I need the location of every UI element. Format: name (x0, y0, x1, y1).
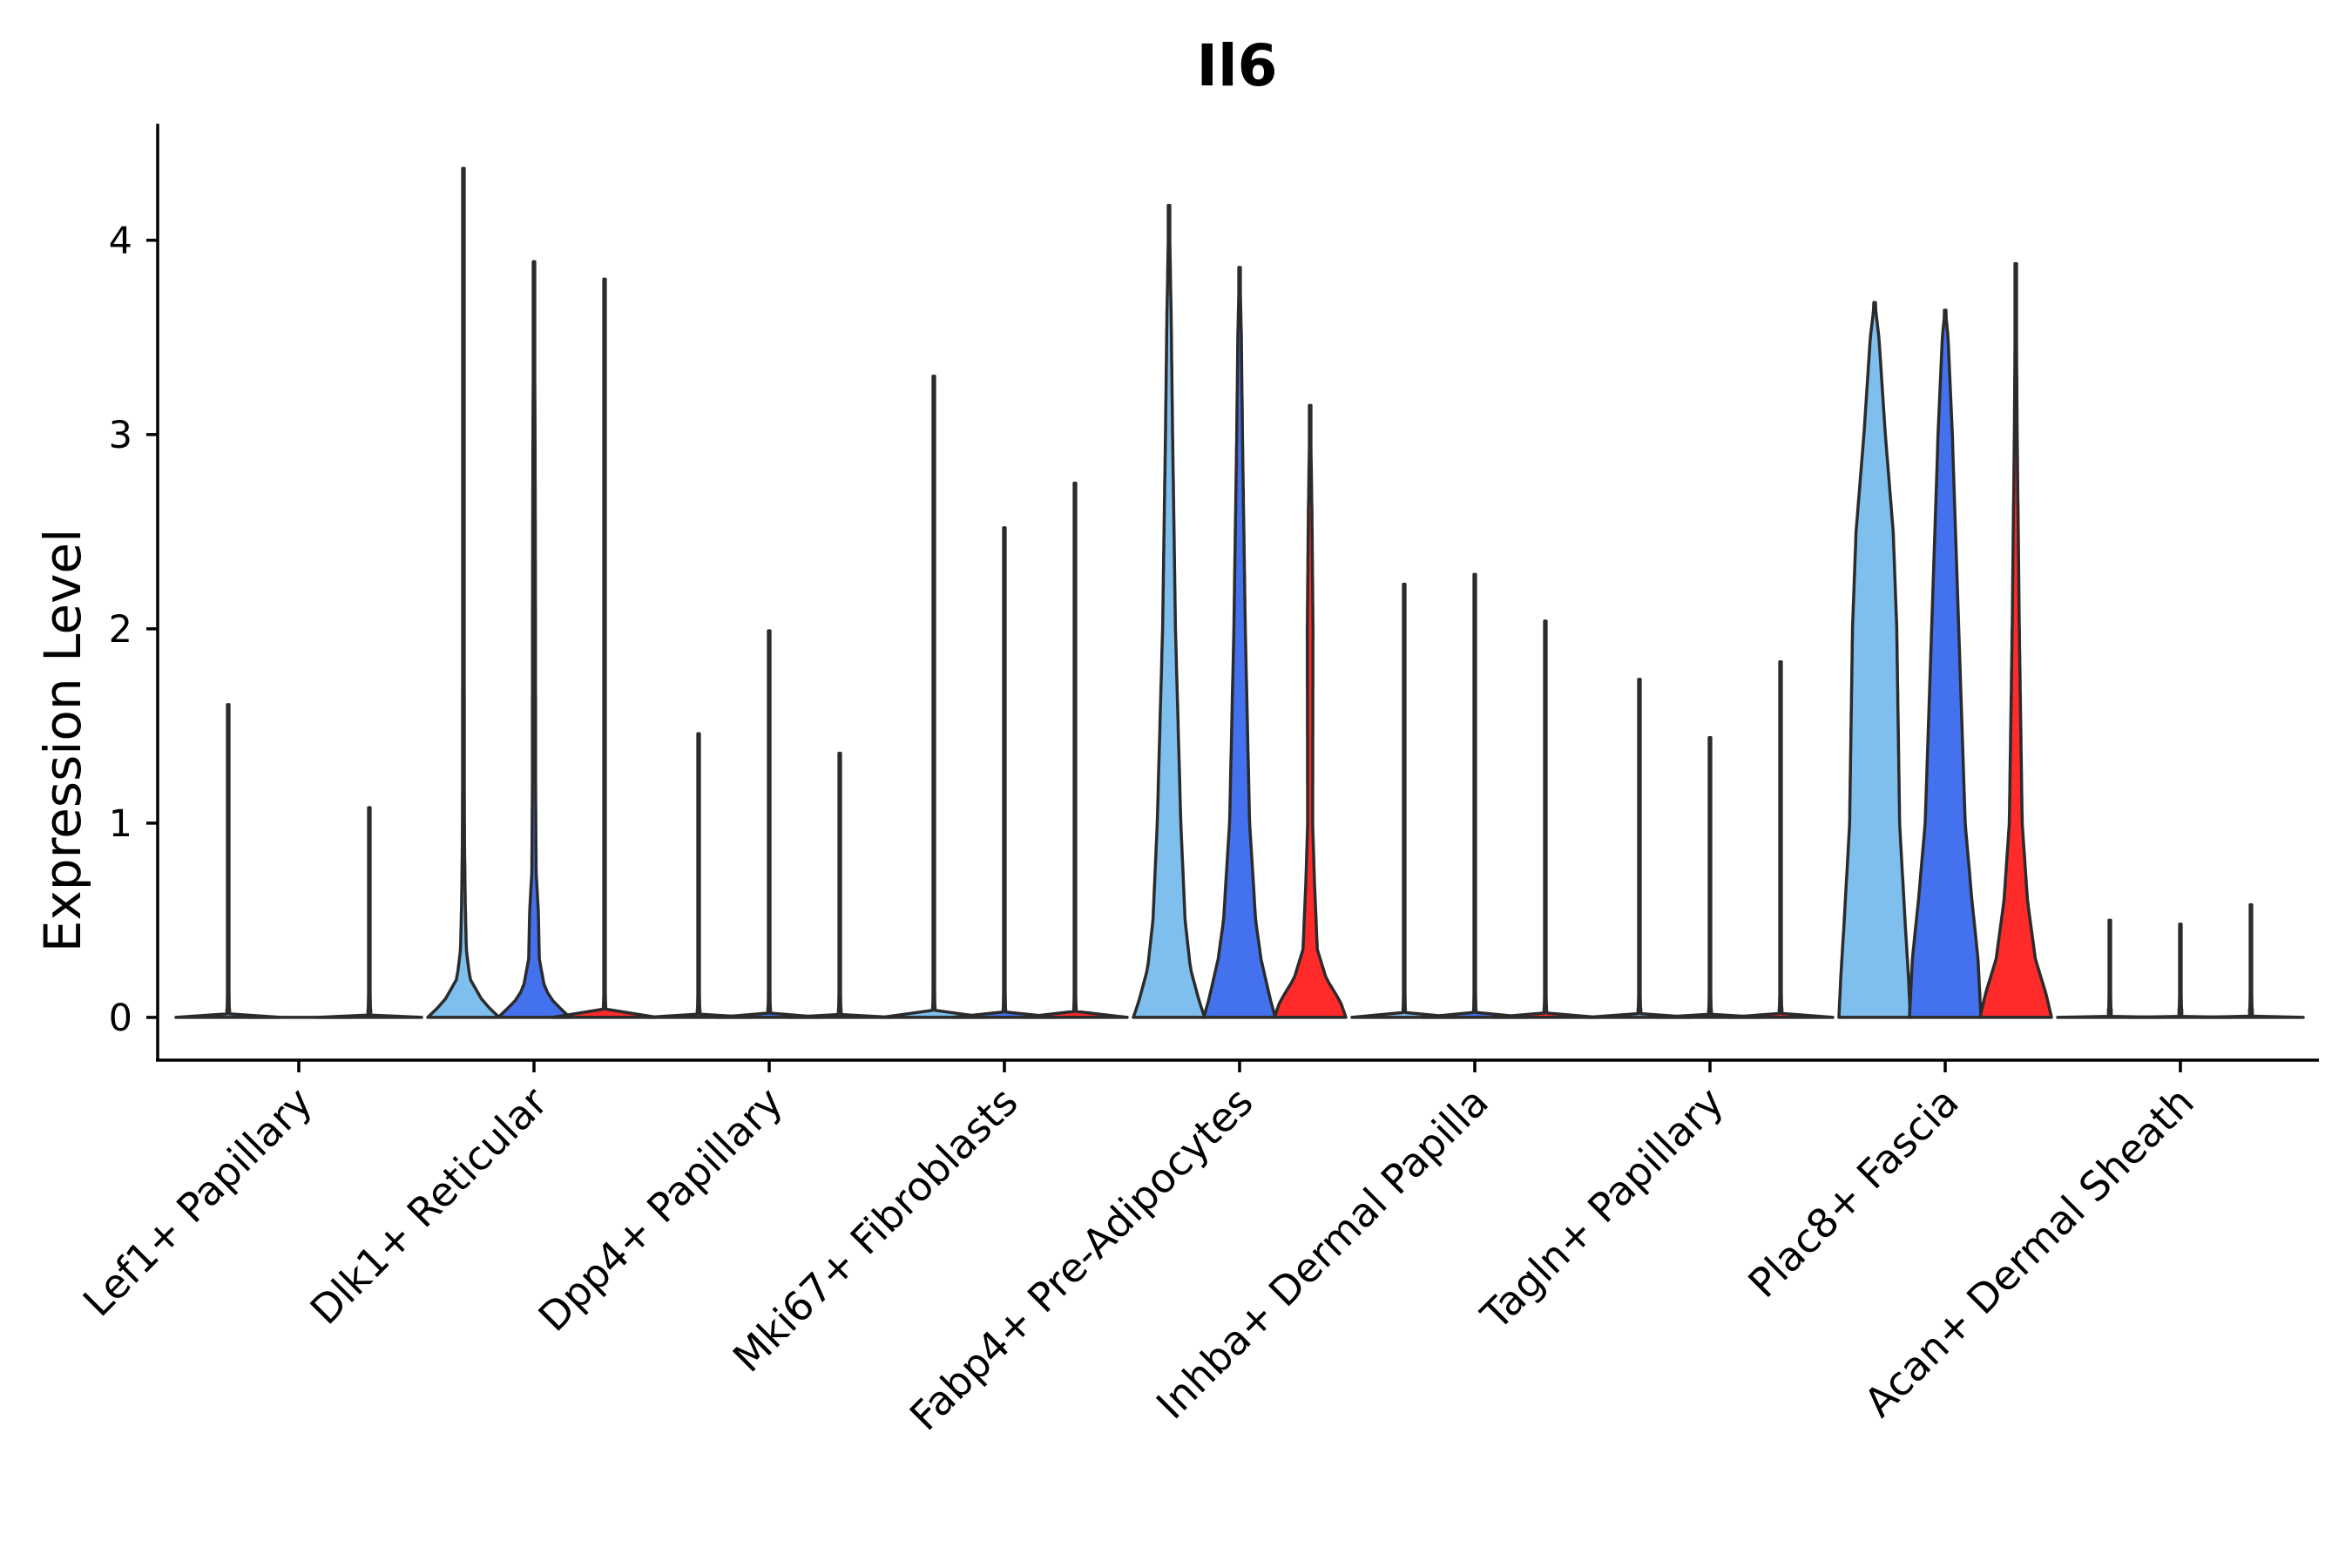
y-tick-label: 4 (109, 220, 132, 263)
violin-shape (880, 375, 988, 1019)
x-tick-label: Dpp4+ Papillary (530, 1078, 792, 1341)
violin-shape (426, 166, 501, 1019)
violin-shape (786, 751, 894, 1019)
y-axis-label: Expression Level (33, 529, 92, 952)
violin-shape (174, 703, 282, 1019)
y-tick-label: 0 (109, 997, 132, 1040)
violin-layer (174, 166, 2305, 1019)
violin-shape (1908, 308, 1983, 1019)
violin-shape (497, 260, 571, 1019)
violin-shape (2056, 918, 2164, 1019)
y-axis-ticks: 0 1 2 3 4 (109, 220, 158, 1040)
violin-shape (315, 806, 423, 1019)
violin-shape (1727, 660, 1835, 1019)
violin-shape (1978, 261, 2053, 1019)
violin-shape (1132, 203, 1206, 1019)
violin-shape (1273, 403, 1348, 1019)
violin-shape (551, 277, 659, 1019)
violin-shape (715, 629, 823, 1019)
violin-shape (950, 526, 1058, 1019)
violin-shape (1202, 266, 1277, 1019)
chart-title: Il6 (1196, 32, 1277, 99)
y-tick-label: 1 (109, 802, 132, 846)
violin-shape (1491, 619, 1599, 1019)
violin-shape (2126, 923, 2234, 1019)
y-tick-label: 2 (109, 608, 132, 652)
x-tick-label: Plac8+ Fascia (1739, 1078, 1967, 1307)
x-tick-label: Dlk1+ Reticular (301, 1078, 557, 1334)
x-tick-label: Lef1+ Papillary (74, 1078, 321, 1326)
x-tick-label: Tagln+ Papillary (1471, 1078, 1733, 1340)
violin-shape (1350, 582, 1458, 1019)
violin-shape (1421, 572, 1529, 1019)
violin-shape (1585, 678, 1693, 1019)
violin-shape (2197, 902, 2305, 1019)
violin-shape (645, 732, 753, 1019)
violin-shape (1837, 301, 1912, 1019)
violin-shape (1021, 481, 1129, 1019)
y-tick-label: 3 (109, 414, 132, 457)
violin-shape (1656, 736, 1764, 1019)
